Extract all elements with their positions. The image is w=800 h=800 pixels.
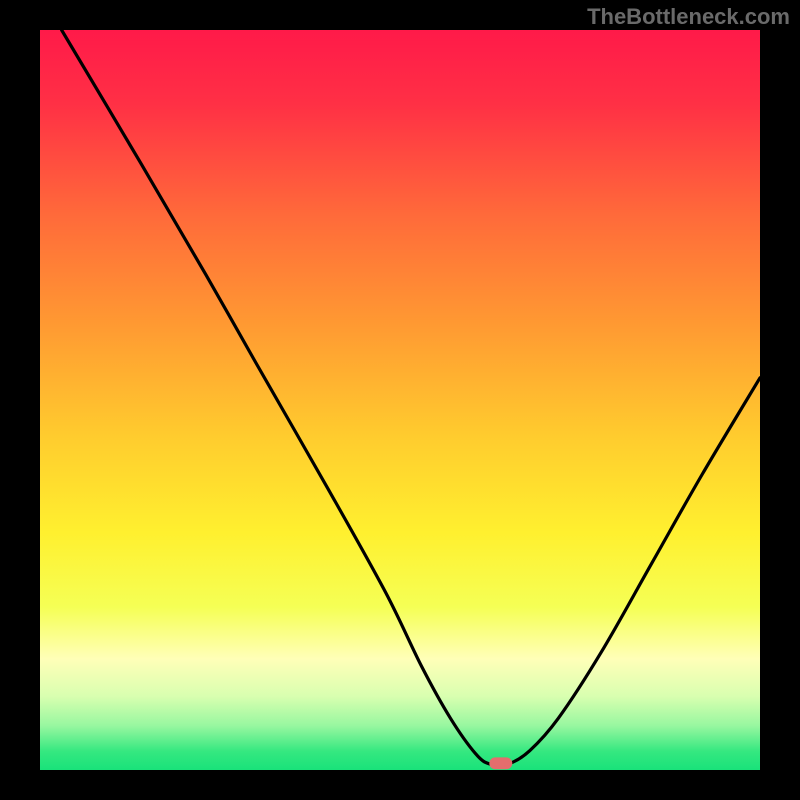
bottleneck-chart: [0, 0, 800, 800]
optimal-marker: [489, 757, 512, 769]
chart-stage: TheBottleneck.com: [0, 0, 800, 800]
watermark-text: TheBottleneck.com: [587, 4, 790, 30]
plot-area: [40, 30, 760, 770]
gradient-background: [40, 30, 760, 770]
